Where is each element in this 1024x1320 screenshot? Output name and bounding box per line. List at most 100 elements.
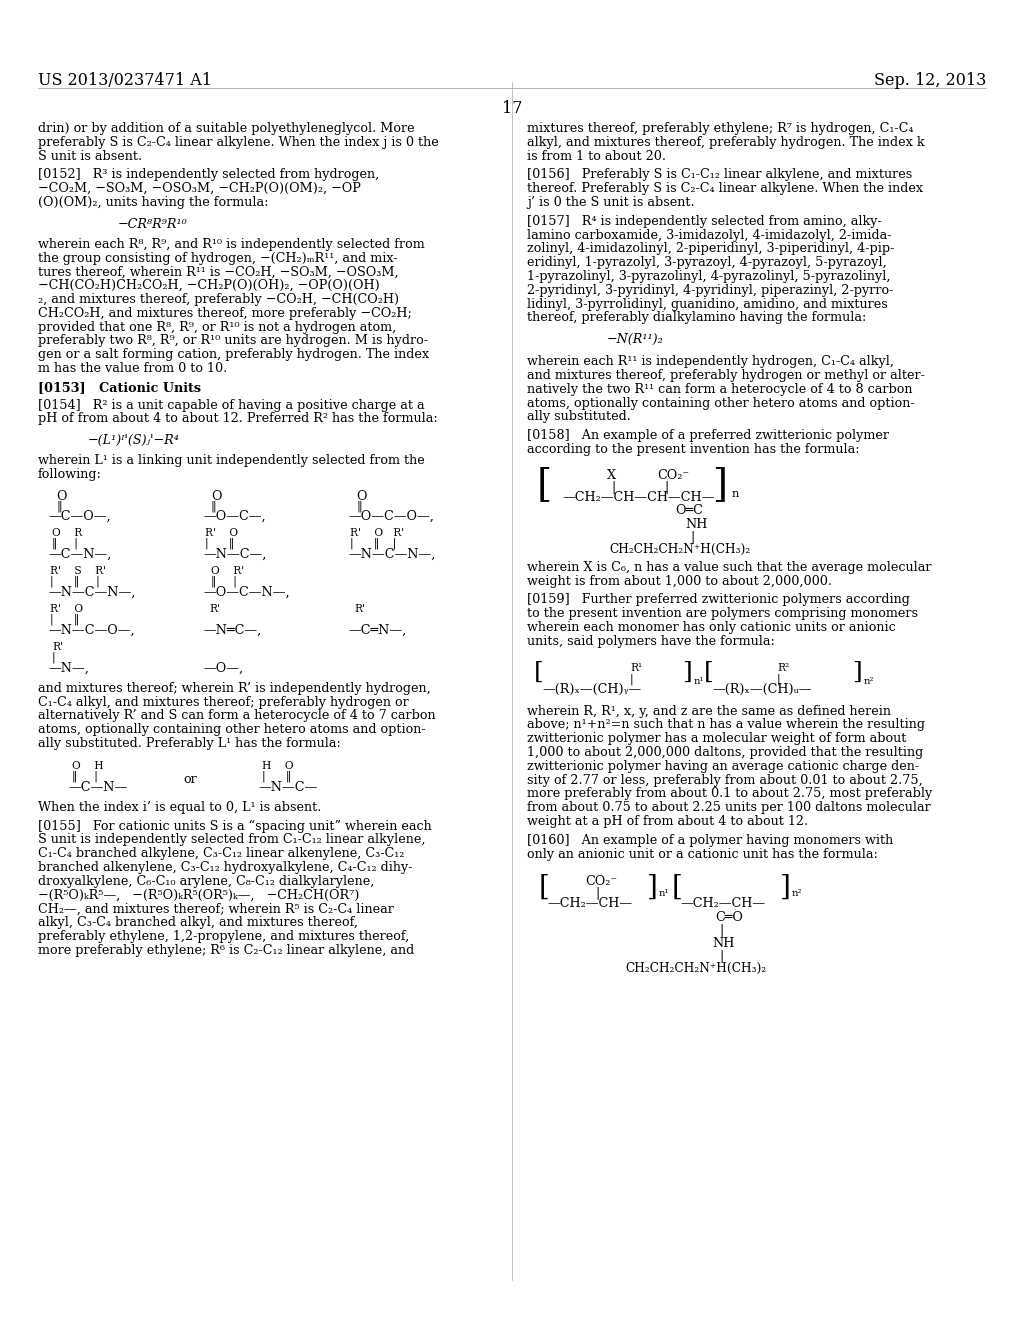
Text: tures thereof, wherein R¹¹ is −CO₂H, −SO₃M, −OSO₃M,: tures thereof, wherein R¹¹ is −CO₂H, −SO…	[38, 265, 398, 279]
Text: [: [	[705, 660, 714, 684]
Text: n: n	[732, 488, 739, 499]
Text: atoms, optionally containing other hetero atoms and option-: atoms, optionally containing other heter…	[527, 396, 914, 409]
Text: [0152]   R³ is independently selected from hydrogen,: [0152] R³ is independently selected from…	[38, 169, 379, 181]
Text: −(L¹)ᴵ'(S)ⱼ'−R⁴: −(L¹)ᴵ'(S)ⱼ'−R⁴	[88, 434, 180, 447]
Text: following:: following:	[38, 469, 101, 480]
Text: R'    S    R': R' S R'	[50, 566, 106, 576]
Text: —N—C—: —N—C—	[258, 781, 317, 793]
Text: thereof, preferably dialkylamino having the formula:: thereof, preferably dialkylamino having …	[527, 312, 866, 325]
Text: droxyalkylene, C₆-C₁₀ arylene, C₈-C₁₂ dialkylarylene,: droxyalkylene, C₆-C₁₀ arylene, C₈-C₁₂ di…	[38, 875, 375, 888]
Text: eridinyl, 1-pyrazolyl, 3-pyrazoyl, 4-pyrazoyl, 5-pyrazoyl,: eridinyl, 1-pyrazolyl, 3-pyrazoyl, 4-pyr…	[527, 256, 887, 269]
Text: lidinyl, 3-pyrrolidinyl, guanidino, amidino, and mixtures: lidinyl, 3-pyrrolidinyl, guanidino, amid…	[527, 297, 888, 310]
Text: weight is from about 1,000 to about 2,000,000.: weight is from about 1,000 to about 2,00…	[527, 574, 831, 587]
Text: atoms, optionally containing other hetero atoms and option-: atoms, optionally containing other heter…	[38, 723, 426, 737]
Text: ally substituted. Preferably L¹ has the formula:: ally substituted. Preferably L¹ has the …	[38, 737, 341, 750]
Text: ‖     |: ‖ |	[52, 537, 78, 549]
Text: [: [	[537, 466, 552, 503]
Text: (O)(OM)₂, units having the formula:: (O)(OM)₂, units having the formula:	[38, 195, 268, 209]
Text: lamino carboxamide, 3-imidazolyl, 4-imidazolyl, 2-imida-: lamino carboxamide, 3-imidazolyl, 4-imid…	[527, 228, 892, 242]
Text: CH₂CH₂CH₂N⁺H(CH₃)₂: CH₂CH₂CH₂N⁺H(CH₃)₂	[625, 962, 766, 975]
Text: R': R'	[209, 603, 220, 614]
Text: zwitterionic polymer having an average cationic charge den-: zwitterionic polymer having an average c…	[527, 760, 920, 772]
Text: m has the value from 0 to 10.: m has the value from 0 to 10.	[38, 362, 227, 375]
Text: [: [	[539, 874, 550, 900]
Text: —O—C—,: —O—C—,	[203, 510, 265, 523]
Text: NH: NH	[685, 517, 708, 531]
Text: ‖: ‖	[211, 500, 217, 512]
Text: —O—C—N—,: —O—C—N—,	[203, 586, 290, 599]
Text: ‖     |: ‖ |	[211, 576, 237, 587]
Text: sity of 2.77 or less, preferably from about 0.01 to about 2.75,: sity of 2.77 or less, preferably from ab…	[527, 774, 923, 787]
Text: [: [	[534, 660, 544, 684]
Text: according to the present invention has the formula:: according to the present invention has t…	[527, 444, 859, 455]
Text: [0153]   Cationic Units: [0153] Cationic Units	[38, 380, 201, 393]
Text: is from 1 to about 20.: is from 1 to about 20.	[527, 149, 666, 162]
Text: CH₂—, and mixtures thereof; wherein R⁵ is C₂-C₄ linear: CH₂—, and mixtures thereof; wherein R⁵ i…	[38, 903, 394, 915]
Text: [0157]   R⁴ is independently selected from amino, alky-: [0157] R⁴ is independently selected from…	[527, 215, 882, 228]
Text: —(R)ₓ—(CH)ᵧ—: —(R)ₓ—(CH)ᵧ—	[542, 682, 641, 696]
Text: O    H: O H	[72, 760, 103, 771]
Text: R': R'	[52, 642, 62, 652]
Text: CO₂⁻: CO₂⁻	[657, 469, 689, 482]
Text: n¹: n¹	[659, 890, 670, 899]
Text: —CH₂—CH—: —CH₂—CH—	[547, 898, 632, 911]
Text: ]: ]	[852, 660, 862, 684]
Text: |      ‖: | ‖	[205, 537, 234, 549]
Text: ]: ]	[712, 466, 727, 503]
Text: |: |	[52, 652, 55, 664]
Text: O    R: O R	[52, 528, 82, 537]
Text: provided that one R⁸, R⁹, or R¹⁰ is not a hydrogen atom,: provided that one R⁸, R⁹, or R¹⁰ is not …	[38, 321, 396, 334]
Text: |      ‖: | ‖	[50, 614, 79, 626]
Text: |: |	[777, 673, 780, 685]
Text: ally substituted.: ally substituted.	[527, 411, 631, 424]
Text: wherein each monomer has only cationic units or anionic: wherein each monomer has only cationic u…	[527, 620, 896, 634]
Text: S unit is absent.: S unit is absent.	[38, 149, 142, 162]
Text: [0155]   For cationic units S is a “spacing unit” wherein each: [0155] For cationic units S is a “spacin…	[38, 820, 432, 833]
Text: R¹: R¹	[630, 663, 642, 673]
Text: or: or	[183, 772, 197, 785]
Text: 2-pyridinyl, 3-pyridinyl, 4-pyridinyl, piperazinyl, 2-pyrro-: 2-pyridinyl, 3-pyridinyl, 4-pyridinyl, p…	[527, 284, 893, 297]
Text: O═C: O═C	[675, 504, 702, 517]
Text: |: |	[690, 531, 694, 544]
Text: —C—N—,: —C—N—,	[48, 548, 112, 561]
Text: mixtures thereof, preferably ethylene; R⁷ is hydrogen, C₁-C₄: mixtures thereof, preferably ethylene; R…	[527, 121, 913, 135]
Text: C₁-C₄ branched alkylene, C₃-C₁₂ linear alkenylene, C₃-C₁₂: C₁-C₄ branched alkylene, C₃-C₁₂ linear a…	[38, 847, 404, 861]
Text: X: X	[607, 469, 616, 482]
Text: −(R⁵O)ₖR⁵—,   −(R⁵O)ₖR⁵(OR⁵)ₖ—,   −CH₂CH(OR⁷): −(R⁵O)ₖR⁵—, −(R⁵O)ₖR⁵(OR⁵)ₖ—, −CH₂CH(OR⁷…	[38, 888, 359, 902]
Text: from about 0.75 to about 2.25 units per 100 daltons molecular: from about 0.75 to about 2.25 units per …	[527, 801, 931, 814]
Text: wherein X is C₆, n has a value such that the average molecular: wherein X is C₆, n has a value such that…	[527, 561, 932, 574]
Text: alkyl, and mixtures thereof, preferably hydrogen. The index k: alkyl, and mixtures thereof, preferably …	[527, 136, 925, 149]
Text: |: |	[630, 673, 634, 685]
Text: zolinyl, 4-imidazolinyl, 2-piperidinyl, 3-piperidinyl, 4-pip-: zolinyl, 4-imidazolinyl, 2-piperidinyl, …	[527, 243, 894, 255]
Text: —N—C—N—,: —N—C—N—,	[48, 586, 135, 599]
Text: C═O: C═O	[715, 911, 742, 924]
Text: more preferably from about 0.1 to about 2.75, most preferably: more preferably from about 0.1 to about …	[527, 788, 932, 800]
Text: S unit is independently selected from C₁-C₁₂ linear alkylene,: S unit is independently selected from C₁…	[38, 833, 426, 846]
Text: gen or a salt forming cation, preferably hydrogen. The index: gen or a salt forming cation, preferably…	[38, 348, 429, 362]
Text: the group consisting of hydrogen, −(CH₂)ₘR¹¹, and mix-: the group consisting of hydrogen, −(CH₂)…	[38, 252, 397, 264]
Text: —O—C—O—,: —O—C—O—,	[348, 510, 434, 523]
Text: —O—,: —O—,	[203, 661, 243, 675]
Text: R'    O   R': R' O R'	[350, 528, 404, 537]
Text: |      ‖     |: | ‖ |	[50, 576, 99, 587]
Text: —N—C—,: —N—C—,	[203, 548, 266, 561]
Text: R'    O: R' O	[50, 603, 83, 614]
Text: |      ‖    |: | ‖ |	[350, 537, 396, 549]
Text: —N—C—N—,: —N—C—N—,	[348, 548, 435, 561]
Text: above; n¹+n²=n such that n has a value wherein the resulting: above; n¹+n²=n such that n has a value w…	[527, 718, 925, 731]
Text: —N—C—O—,: —N—C—O—,	[48, 624, 134, 636]
Text: wherein R, R¹, x, y, and z are the same as defined herein: wherein R, R¹, x, y, and z are the same …	[527, 705, 891, 718]
Text: and mixtures thereof, preferably hydrogen or methyl or alter-: and mixtures thereof, preferably hydroge…	[527, 370, 925, 381]
Text: H    O: H O	[262, 760, 294, 771]
Text: R'    O: R' O	[205, 528, 239, 537]
Text: |: |	[611, 480, 615, 494]
Text: |: |	[595, 887, 599, 900]
Text: units, said polymers have the formula:: units, said polymers have the formula:	[527, 635, 775, 648]
Text: ‖: ‖	[56, 500, 61, 512]
Text: O: O	[56, 490, 67, 503]
Text: CH₂CH₂CH₂N⁺H(CH₃)₂: CH₂CH₂CH₂N⁺H(CH₃)₂	[609, 543, 751, 556]
Text: −CR⁸R⁹R¹⁰: −CR⁸R⁹R¹⁰	[118, 218, 187, 231]
Text: preferably S is C₂-C₄ linear alkylene. When the index j is 0 the: preferably S is C₂-C₄ linear alkylene. W…	[38, 136, 438, 149]
Text: —CH₂—CH—: —CH₂—CH—	[680, 898, 765, 911]
Text: NH: NH	[712, 937, 734, 950]
